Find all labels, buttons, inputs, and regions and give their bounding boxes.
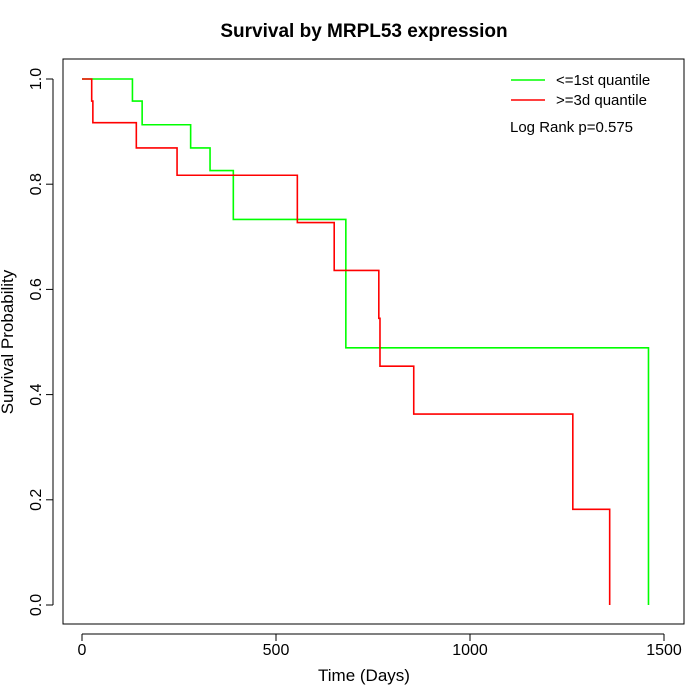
plot-frame (62, 58, 685, 625)
y-tick-label: 0.8 (28, 173, 45, 195)
x-tick-label: 1500 (646, 642, 682, 659)
legend-label-2: >=3d quantile (556, 92, 647, 109)
y-tick-label: 0.6 (28, 278, 45, 300)
y-tick-label: 0.4 (28, 383, 45, 405)
x-tick-label: 500 (263, 642, 290, 659)
y-axis-label: Survival Probability (0, 269, 17, 414)
series-line-2 (82, 78, 611, 605)
series-layer (82, 78, 650, 605)
chart-title: Survival by MRPL53 expression (220, 21, 507, 42)
x-tick-label: 1000 (452, 642, 488, 659)
y-tick-label: 0.2 (28, 489, 45, 511)
x-axis-label: Time (Days) (318, 666, 410, 685)
y-tick-label: 1.0 (28, 68, 45, 90)
series-line-1 (82, 78, 650, 605)
y-axis: 0.0 0.2 0.4 0.6 0.8 1.0 (28, 68, 54, 616)
y-tick-label: 0.0 (28, 594, 45, 616)
legend-label-1: <=1st quantile (556, 72, 650, 89)
x-tick-label: 0 (78, 642, 87, 659)
log-rank-annotation: Log Rank p=0.575 (510, 119, 633, 136)
legend: <=1st quantile >=3d quantile (511, 72, 650, 109)
x-axis: 0 500 1000 1500 (78, 633, 682, 659)
